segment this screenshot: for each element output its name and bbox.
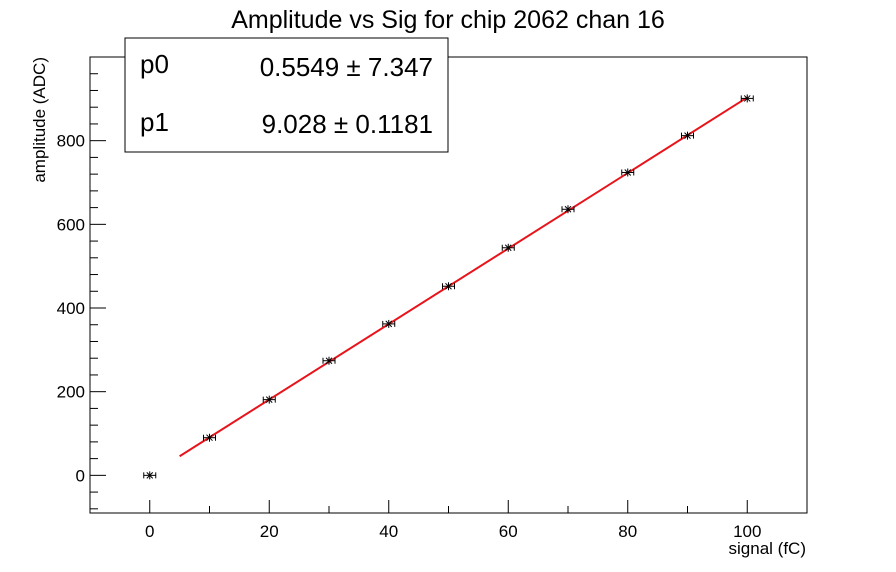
fit-layer (179, 96, 748, 458)
data-point (382, 319, 396, 328)
y-tick-label: 0 (76, 466, 85, 485)
y-tick-label: 200 (57, 383, 85, 402)
data-point (262, 395, 276, 404)
points-layer (143, 94, 754, 480)
data-point (143, 471, 157, 480)
stat-p1-name: p1 (140, 107, 169, 137)
y-axis-label: amplitude (ADC) (30, 57, 49, 183)
x-tick-label: 80 (618, 522, 637, 541)
x-tick-label: 20 (260, 522, 279, 541)
data-point (681, 131, 694, 140)
y-tick-label: 800 (57, 132, 85, 151)
y-tick-label: 600 (57, 215, 85, 234)
fit-line (179, 96, 748, 458)
x-tick-label: 0 (145, 522, 154, 541)
chart-title: Amplitude vs Sig for chip 2062 chan 16 (231, 6, 665, 34)
y-tick-label: 400 (57, 299, 85, 318)
data-point (442, 282, 455, 291)
stats-box: p0 0.5549 ± 7.347 p1 9.028 ± 0.1181 (124, 37, 449, 153)
data-point (621, 168, 635, 177)
y-axis-ticks: 0 200 400 600 800 (57, 56, 106, 510)
stat-p1-value: 9.028 ± 0.1181 (262, 109, 433, 139)
data-point (740, 94, 754, 103)
stat-p0-name: p0 (140, 49, 169, 79)
x-axis-label: signal (fC) (729, 539, 806, 558)
data-point (203, 433, 216, 442)
stat-p0-value: 0.5549 ± 7.347 (260, 52, 433, 82)
x-tick-label: 100 (733, 522, 761, 541)
data-point (501, 243, 515, 252)
data-point (322, 356, 336, 365)
data-point (561, 205, 575, 214)
x-axis-ticks: 0 20 40 60 80 100 (89, 500, 808, 541)
x-tick-label: 40 (379, 522, 398, 541)
stats-box-frame (124, 37, 449, 153)
x-tick-label: 60 (499, 522, 518, 541)
